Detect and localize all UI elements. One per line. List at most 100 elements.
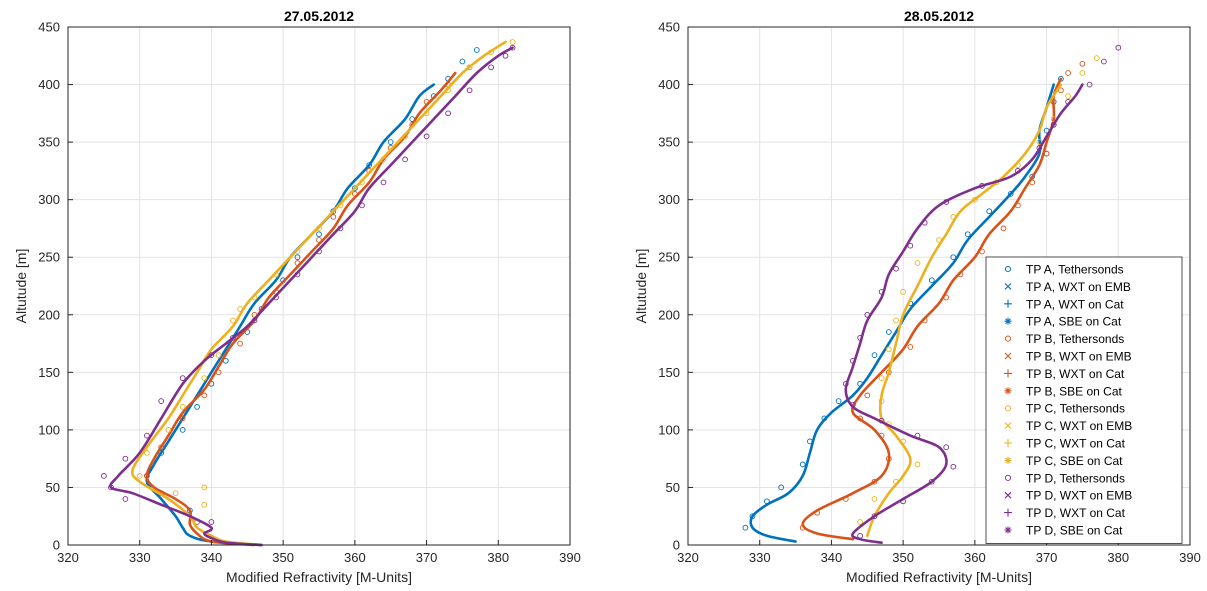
tethersonde-point xyxy=(928,478,935,485)
x-axis-label: Modified Refractivity [M-Units] xyxy=(846,569,1032,585)
tethersonde-point xyxy=(509,39,516,45)
tethersonde-point xyxy=(201,484,208,491)
series-tp-c xyxy=(857,55,1100,538)
tethersonde-point xyxy=(294,254,301,261)
tethersonde-point xyxy=(900,288,906,295)
y-tick-label: 0 xyxy=(673,538,680,553)
legend-marker xyxy=(1004,387,1012,395)
tethersonde-point xyxy=(799,461,806,468)
x-tick-label: 360 xyxy=(344,550,366,565)
tethersonde-point xyxy=(1086,81,1093,88)
y-tick-label: 250 xyxy=(38,250,60,265)
legend-label: TP D, Tethersonds xyxy=(1026,471,1125,485)
tethersonde-point xyxy=(907,344,914,350)
legend-marker xyxy=(1004,474,1012,481)
tethersonde-point xyxy=(201,392,208,399)
tethersonde-point xyxy=(330,214,337,220)
legend-entry: TP A, SBE on Cat xyxy=(1004,315,1122,329)
legend-label: TP B, SBE on Cat xyxy=(1026,384,1122,398)
tethersonde-point xyxy=(1079,60,1086,67)
tethersonde-point xyxy=(172,490,179,497)
x-tick-label: 380 xyxy=(1107,550,1129,565)
x-tick-label: 390 xyxy=(1179,550,1201,565)
tethersonde-point xyxy=(201,501,208,508)
tethersonde-point xyxy=(237,340,243,347)
tethersonde-point xyxy=(943,444,950,451)
legend-entry: TP C, SBE on Cat xyxy=(1004,454,1123,468)
tethersonde-point xyxy=(423,133,430,140)
legend-entry: TP B, SBE on Cat xyxy=(1004,384,1122,398)
legend-entry: TP D, WXT on EMB xyxy=(1004,489,1132,503)
legend-marker xyxy=(1004,335,1012,342)
legend-label: TP D, WXT on EMB xyxy=(1026,489,1132,503)
legend-label: TP B, Tethersonds xyxy=(1026,332,1124,346)
tethersonde-point xyxy=(871,496,878,502)
tethersonde-point xyxy=(380,179,387,186)
y-tick-label: 150 xyxy=(658,365,680,380)
tethersonde-point xyxy=(502,52,509,59)
tethersonde-point xyxy=(878,375,885,381)
legend-marker xyxy=(1004,422,1012,429)
tethersonde-point xyxy=(330,208,337,215)
tethersonde-point xyxy=(893,317,899,324)
legend-entry: TP D, SBE on Cat xyxy=(1004,524,1123,538)
tethersonde-point xyxy=(179,415,186,422)
tethersonde-point xyxy=(742,524,749,531)
legend-entry: TP C, WXT on Cat xyxy=(1004,437,1126,451)
legend-entry: TP B, WXT on EMB xyxy=(1004,350,1132,364)
tethersonde-point xyxy=(871,352,878,358)
y-tick-label: 350 xyxy=(658,135,680,150)
series-tp-a xyxy=(742,75,1064,543)
y-tick-label: 50 xyxy=(666,480,680,495)
series-tp-d xyxy=(101,44,516,547)
tethersonde-point xyxy=(885,329,892,335)
y-tick-label: 400 xyxy=(38,77,60,92)
legend-marker xyxy=(1004,491,1012,499)
tethersonde-point xyxy=(158,398,165,404)
tethersonde-point xyxy=(864,392,871,399)
tethersonde-point xyxy=(387,139,394,145)
tethersonde-point xyxy=(914,260,921,266)
y-tick-label: 450 xyxy=(658,20,680,35)
legend-marker xyxy=(1004,317,1012,325)
y-tick-label: 300 xyxy=(658,192,680,207)
y-tick-label: 200 xyxy=(38,307,60,322)
tethersonde-point xyxy=(194,404,200,410)
legend-label: TP A, WXT on Cat xyxy=(1026,297,1124,311)
x-tick-label: 370 xyxy=(1036,550,1058,565)
fit-curve xyxy=(844,83,1084,544)
x-tick-label: 320 xyxy=(677,550,699,565)
legend-marker xyxy=(1004,405,1012,412)
legend-label: TP C, WXT on EMB xyxy=(1026,419,1132,433)
chart-title: 27.05.2012 xyxy=(284,8,354,24)
tethersonde-point xyxy=(352,185,358,192)
x-tick-label: 390 xyxy=(559,550,581,565)
x-tick-label: 320 xyxy=(57,550,79,565)
tethersonde-point xyxy=(893,265,899,272)
y-tick-label: 250 xyxy=(658,250,680,265)
legend-marker xyxy=(1004,369,1012,378)
y-tick-label: 400 xyxy=(658,77,680,92)
tethersonde-point xyxy=(473,47,480,53)
legend-entry: TP A, WXT on EMB xyxy=(1004,280,1131,294)
tethersonde-point xyxy=(835,398,842,404)
tethersonde-point xyxy=(1093,55,1100,61)
legend-label: TP A, SBE on Cat xyxy=(1026,315,1122,329)
tethersonde-point xyxy=(1065,70,1071,76)
y-tick-label: 100 xyxy=(38,422,60,437)
legend-marker xyxy=(1004,299,1012,308)
tethersonde-point xyxy=(366,162,373,168)
x-tick-label: 340 xyxy=(821,550,843,565)
legend-label: TP B, WXT on EMB xyxy=(1026,350,1132,364)
tethersonde-point xyxy=(136,473,143,479)
tethersonde-point xyxy=(144,450,150,456)
fit-curve xyxy=(749,83,1055,543)
x-tick-label: 330 xyxy=(129,550,151,565)
legend-label: TP D, SBE on Cat xyxy=(1026,524,1123,538)
tethersonde-point xyxy=(778,484,785,491)
tethersonde-point xyxy=(215,352,222,358)
tethersonde-point xyxy=(402,156,408,163)
legend-marker xyxy=(1004,265,1012,273)
legend-entry: TP A, WXT on Cat xyxy=(1004,297,1124,311)
